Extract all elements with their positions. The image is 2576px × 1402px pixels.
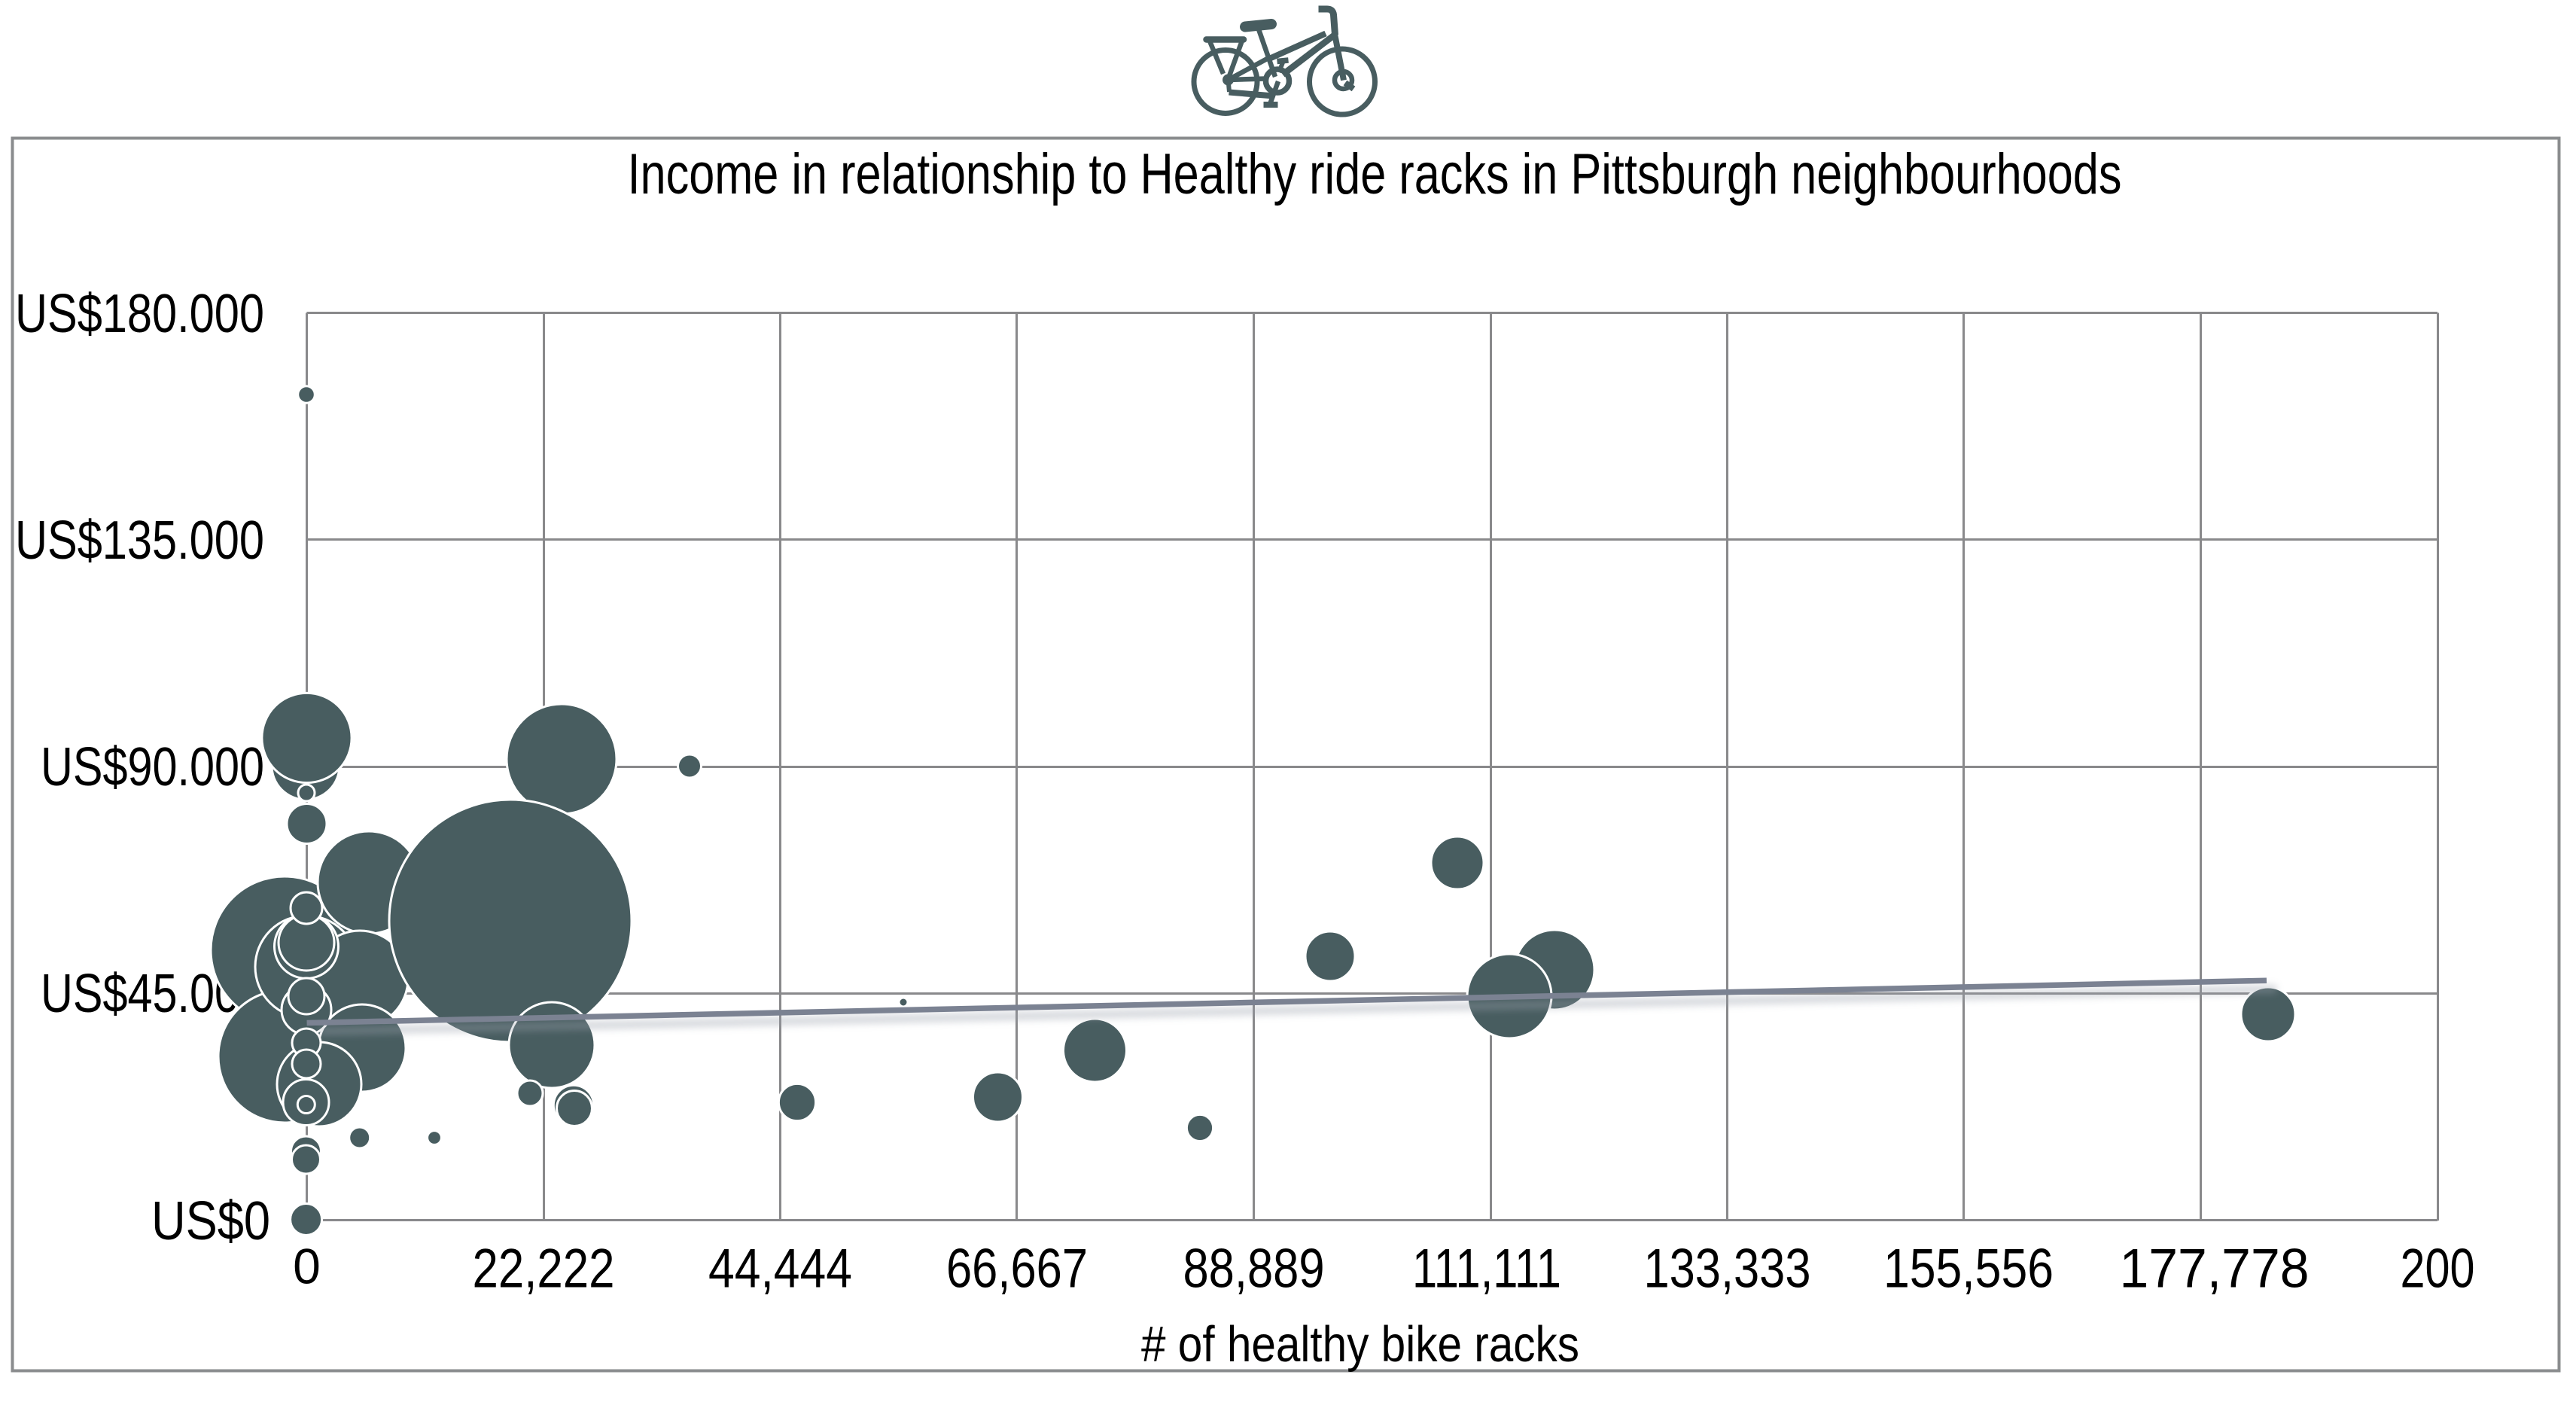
svg-text:US$180.000: US$180.000 — [15, 284, 264, 344]
svg-text:66,667: 66,667 — [946, 1239, 1088, 1300]
svg-text:200: 200 — [2401, 1239, 2475, 1300]
svg-text:Income in relationship to Heal: Income in relationship to Healthy ride r… — [628, 142, 2122, 206]
svg-text:88,889: 88,889 — [1183, 1239, 1325, 1300]
svg-text:US$135.000: US$135.000 — [15, 511, 264, 571]
svg-text:22,222: 22,222 — [473, 1239, 615, 1300]
svg-text:0: 0 — [293, 1239, 321, 1294]
svg-text:US$0: US$0 — [151, 1191, 270, 1251]
svg-text:133,333: 133,333 — [1644, 1239, 1811, 1300]
svg-text:44,444: 44,444 — [708, 1239, 852, 1300]
svg-text:111,111: 111,111 — [1412, 1239, 1561, 1300]
svg-text:# of healthy bike racks: # of healthy bike racks — [1141, 1316, 1579, 1373]
svg-text:155,556: 155,556 — [1883, 1239, 2054, 1300]
svg-text:US$90.000: US$90.000 — [41, 737, 264, 797]
svg-text:177,778: 177,778 — [2120, 1239, 2310, 1300]
